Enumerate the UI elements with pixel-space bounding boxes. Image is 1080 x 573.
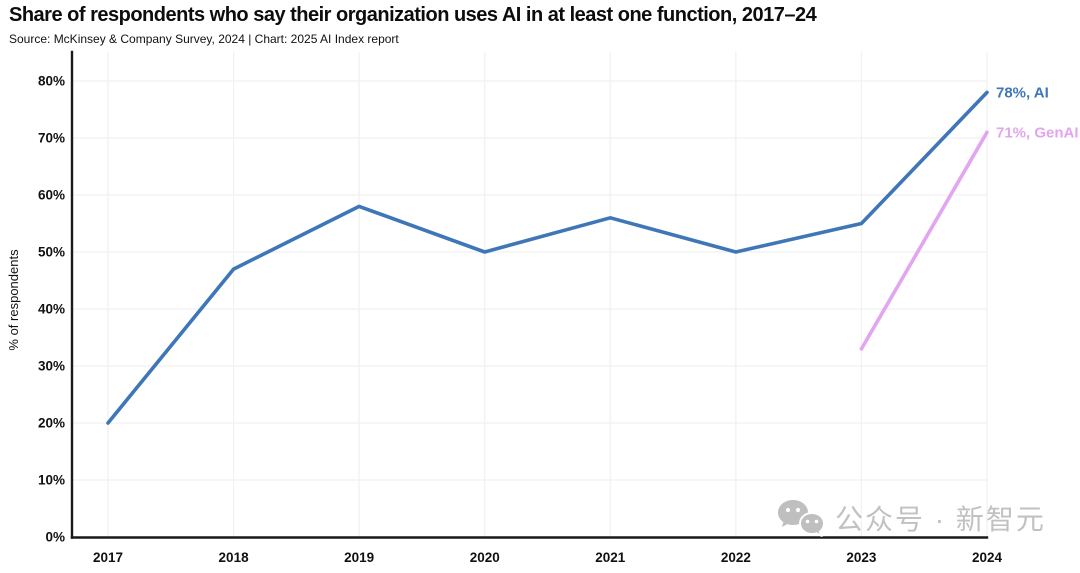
page-title: Share of respondents who say their organ… [9, 4, 817, 26]
y-tick-label: 50% [38, 245, 65, 260]
x-tick-label: 2021 [595, 550, 626, 565]
x-tick-label: 2019 [344, 550, 374, 565]
x-tick-label: 2017 [93, 550, 123, 565]
y-tick-label: 60% [38, 188, 65, 203]
series-end-label-ai: 78%, AI [996, 84, 1049, 101]
y-axis-title: % of respondents [6, 249, 21, 351]
axes [70, 50, 989, 539]
y-tick-label: 0% [45, 530, 65, 545]
y-tick-label: 70% [38, 131, 65, 146]
series-line-genai [859, 130, 989, 351]
series-line-ai [106, 90, 989, 425]
page-subtitle: Source: McKinsey & Company Survey, 2024 … [9, 32, 399, 46]
y-tick-label: 10% [38, 473, 65, 488]
x-tick-label: 2018 [219, 550, 250, 565]
x-tick-label: 2020 [470, 550, 500, 565]
series-end-label-genai: 71%, GenAI [996, 124, 1079, 141]
gridlines [72, 52, 988, 537]
y-tick-label: 80% [38, 74, 65, 89]
y-tick-label: 20% [38, 416, 65, 431]
y-tick-label: 40% [38, 302, 65, 317]
x-tick-label: 2022 [721, 550, 751, 565]
x-tick-label: 2023 [846, 550, 877, 565]
x-tick-label: 2024 [972, 550, 1003, 565]
y-tick-label: 30% [38, 359, 65, 374]
